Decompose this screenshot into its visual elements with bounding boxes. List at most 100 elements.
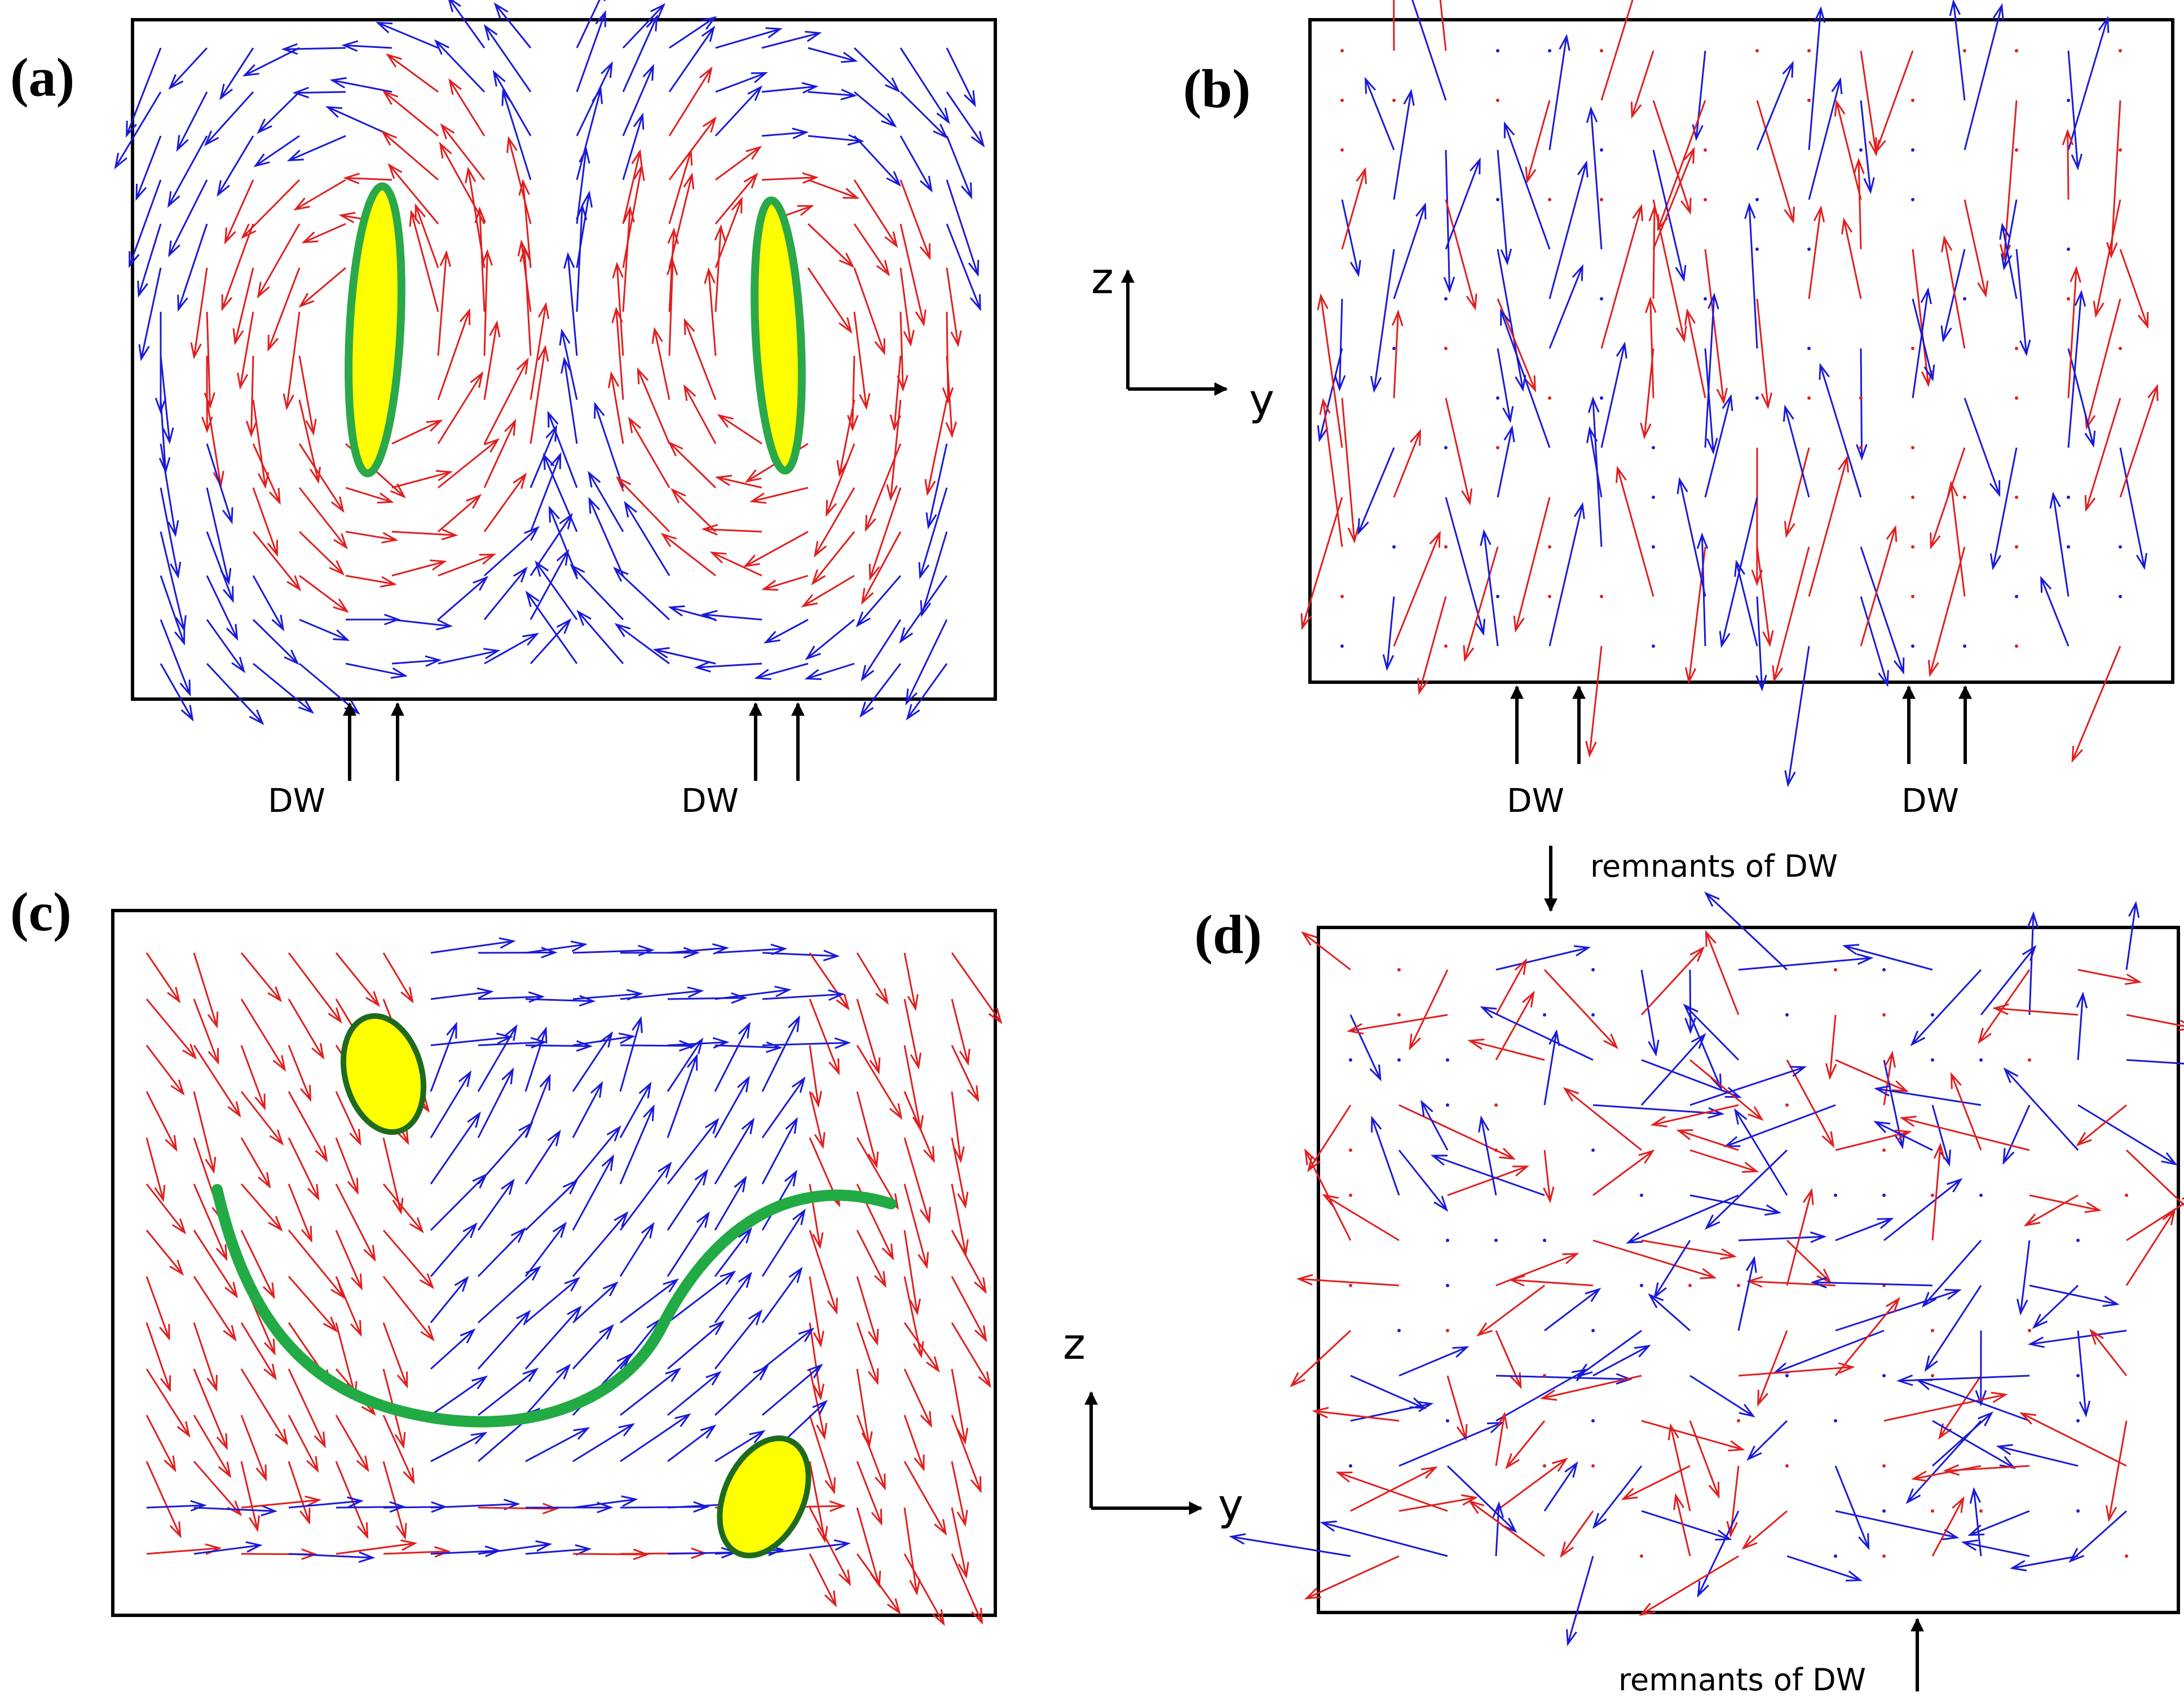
vector-arrow [1505, 1420, 1546, 1469]
vector-arrow [345, 613, 401, 626]
vector-arrow [951, 1461, 968, 1527]
vector-arrow [391, 528, 458, 541]
remnants-label-bottom: remnants of DW [1618, 1662, 1866, 1698]
vector-arrow [1930, 447, 1966, 550]
vector-dot [1652, 496, 1655, 499]
vector-arrow [1834, 1297, 1901, 1376]
vector-arrow [660, 532, 716, 577]
vector-dot [1979, 1058, 1983, 1062]
vector-arrow [1947, 480, 1966, 597]
vector-dot [1446, 1284, 1449, 1287]
vector-dot [2015, 49, 2018, 52]
vector-dot [1911, 347, 1914, 350]
vector-arrow [1964, 397, 2001, 497]
vector-arrow [1689, 1420, 1720, 1499]
vector-dot [2119, 595, 2122, 598]
vector-arrow [240, 1368, 289, 1446]
vector-arrow [1543, 1150, 1555, 1204]
vector-arrow [714, 1227, 752, 1277]
vector-arrow [611, 306, 624, 400]
vector-arrow [1704, 1149, 1788, 1230]
vector-arrow [1964, 3, 2004, 151]
vector-arrow [886, 399, 902, 502]
vector-arrow [946, 135, 973, 200]
vector-arrow [336, 1539, 418, 1555]
vector-arrow [2027, 1329, 2127, 1348]
vector-arrow [1592, 1104, 1725, 1119]
vector-dot [1931, 1509, 1934, 1513]
vector-arrow [1856, 348, 1868, 461]
vector-arrow [1495, 1411, 1508, 1466]
vector-arrow [903, 1091, 935, 1163]
vector-dot [2028, 1058, 2031, 1062]
vector-arrow [301, 223, 346, 244]
vector-dot [1444, 545, 1448, 549]
vector-arrow [193, 1415, 232, 1478]
vector-arrow [864, 443, 902, 532]
vector-arrow [1447, 1165, 1530, 1196]
vector-arrow [224, 179, 254, 245]
panel-label-c: (c) [10, 882, 72, 943]
vector-arrow [240, 998, 286, 1072]
vector-arrow [1398, 1494, 1479, 1512]
vector-arrow [391, 655, 442, 667]
vector-arrow [1495, 945, 1591, 971]
vector-arrow [253, 662, 315, 714]
vector-dot [1652, 446, 1655, 449]
vector-arrow [1853, 157, 1865, 250]
vector-arrow [1783, 404, 1810, 498]
dw-label: DW [681, 781, 739, 820]
vector-arrow [145, 1091, 178, 1152]
vector-arrow [2126, 1198, 2184, 1241]
vector-arrow [252, 487, 278, 557]
vector-arrow [1503, 121, 1551, 250]
vector-arrow [1357, 447, 1395, 536]
vector-arrow [668, 116, 717, 180]
vector-arrow [903, 1183, 929, 1269]
vector-arrow [524, 1363, 571, 1416]
vector-dot [2067, 545, 2070, 549]
vector-arrow [1443, 149, 1455, 294]
vector-arrow [1641, 1239, 1737, 1260]
vector-arrow [856, 1276, 879, 1346]
vector-arrow [477, 1178, 515, 1231]
vector-arrow [1478, 1115, 1497, 1196]
vector-arrow [808, 179, 860, 199]
vector-arrow [1738, 1231, 1827, 1243]
vector-arrow [267, 267, 301, 352]
vector-arrow [622, 3, 666, 49]
vector-arrow [761, 1015, 800, 1092]
vector-arrow [177, 223, 208, 312]
vector-arrow [761, 30, 822, 49]
vector-dot [2015, 396, 2018, 400]
vector-arrow [1756, 298, 1773, 410]
vector-arrow [1347, 1014, 1448, 1035]
vector-arrow [903, 1461, 947, 1536]
vector-dot [1911, 644, 1914, 648]
vector-arrow [588, 471, 624, 532]
vector-dot [1496, 595, 1499, 598]
vector-arrow [559, 328, 578, 400]
vector-arrow [809, 952, 850, 1011]
vector-arrow [1704, 891, 1788, 971]
vector-arrow [530, 344, 549, 444]
vector-arrow [714, 1309, 763, 1369]
vector-arrow [1696, 532, 1709, 647]
vector-dot [1755, 198, 1759, 201]
vector-arrow [2076, 991, 2088, 1061]
vector-arrow [2027, 911, 2039, 1015]
vector-arrow [1495, 1253, 1579, 1287]
vector-dot [1859, 446, 1863, 449]
vector-dot [1349, 1284, 1352, 1287]
vector-arrow [524, 1179, 579, 1231]
vector-arrow [1341, 199, 1361, 277]
vector-arrow [2023, 1194, 2079, 1227]
vector-arrow [383, 1546, 451, 1558]
vector-arrow [438, 576, 489, 621]
vector-arrow [853, 267, 885, 356]
vector-dot [2119, 545, 2122, 549]
vector-arrow [1689, 1375, 1755, 1418]
vector-arrow [434, 39, 486, 93]
vector-dot [1931, 1058, 1934, 1062]
vector-arrow [1525, 100, 1551, 184]
